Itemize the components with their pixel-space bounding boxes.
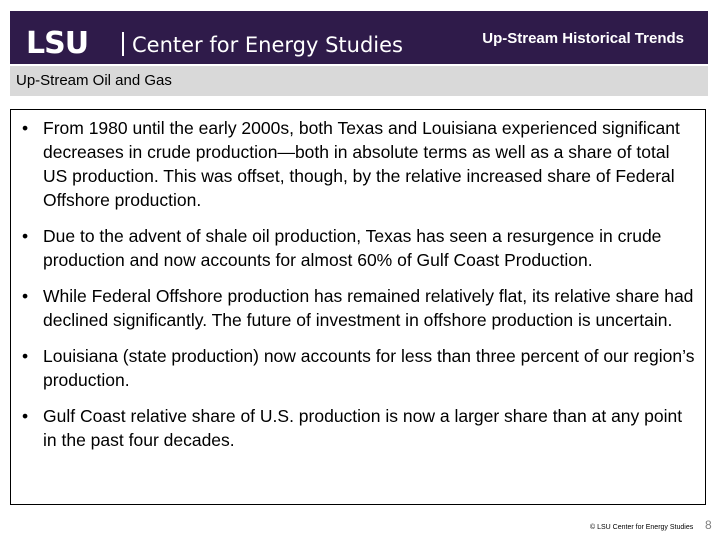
slide-title: Up-Stream Historical Trends	[482, 30, 684, 47]
subheader-title: Up-Stream Oil and Gas	[16, 72, 172, 89]
bullet-box: From 1980 until the early 2000s, both Te…	[10, 109, 706, 505]
bullet-list: From 1980 until the early 2000s, both Te…	[17, 116, 697, 464]
bullet-item: From 1980 until the early 2000s, both Te…	[17, 116, 697, 212]
header-bar: LSU Center for Energy Studies Up-Stream …	[10, 11, 708, 64]
page-number: 8	[705, 518, 712, 532]
logo-divider	[122, 32, 124, 56]
lsu-logo: LSU	[26, 26, 89, 61]
footer-copyright: © LSU Center for Energy Studies	[590, 524, 694, 531]
organization-name: Center for Energy Studies	[132, 33, 404, 57]
bullet-item: Gulf Coast relative share of U.S. produc…	[17, 404, 697, 452]
bullet-item: While Federal Offshore production has re…	[17, 284, 697, 332]
bullet-item: Due to the advent of shale oil productio…	[17, 224, 697, 272]
subheader-bar: Up-Stream Oil and Gas	[10, 66, 708, 96]
bullet-item: Louisiana (state production) now account…	[17, 344, 697, 392]
